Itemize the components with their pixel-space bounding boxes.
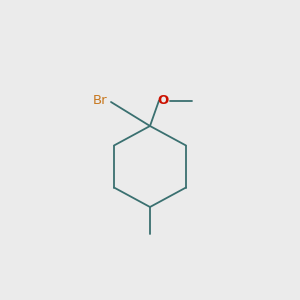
Text: O: O [158, 94, 169, 107]
Text: Br: Br [93, 94, 107, 107]
